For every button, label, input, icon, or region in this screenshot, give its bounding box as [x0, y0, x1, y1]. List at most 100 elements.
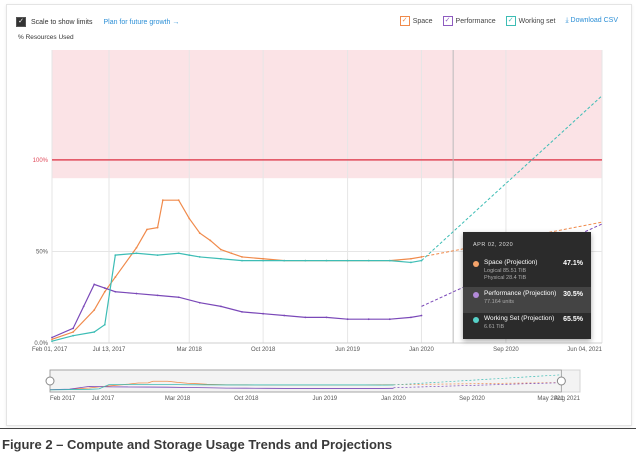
data-point [188, 254, 191, 256]
download-csv-link[interactable]: ⤓ Download CSV [565, 17, 618, 25]
data-point [262, 312, 265, 315]
navigator-projection-working-set [393, 374, 562, 386]
projection-line-working-set [421, 95, 603, 261]
working-set-dot-icon [473, 317, 479, 323]
data-point [146, 228, 148, 231]
legend-label-performance: Performance [455, 17, 496, 25]
working-set-checkbox[interactable]: ✓ [505, 16, 516, 26]
navigator-tick-label: Aug 2021 [554, 396, 580, 402]
space-checkbox[interactable]: ✓ [399, 16, 410, 26]
data-point [198, 256, 201, 258]
data-point [420, 256, 423, 258]
data-point [304, 259, 307, 262]
data-point [93, 309, 96, 311]
navigator-tick-label: Jul 2017 [92, 396, 115, 402]
data-point [241, 310, 243, 313]
legend-label-working-set: Working set [518, 17, 556, 25]
data-point [220, 257, 222, 260]
y-axis-label: % Resources Used [18, 34, 74, 41]
navigator-tick-label: Jun 2019 [312, 396, 337, 402]
data-point [262, 259, 265, 262]
data-point [135, 246, 138, 249]
data-point [51, 340, 53, 343]
chart-legend: ✓ Space ✓ Performance ✓ Working set ⤓ Do… [399, 16, 618, 26]
data-point [103, 290, 106, 293]
data-point [304, 316, 307, 319]
performance-checkbox[interactable]: ✓ [442, 16, 453, 26]
data-point [177, 199, 180, 202]
data-point [241, 256, 243, 258]
tooltip-working-set-name: Working Set (Projection) [484, 315, 555, 322]
data-point [325, 259, 328, 262]
projection-tooltip: APR 02, 2020 Space (Projection) Logical … [463, 232, 591, 339]
navigator-tick-label: Jan 2020 [381, 396, 406, 402]
data-point [283, 314, 286, 317]
x-tick-label: Oct 2018 [251, 347, 276, 353]
usage-chart: 0.0% 50% 100% Feb 01, 2017 Jul 13, 2017 Mar 2… [32, 50, 603, 402]
navigator-handle-right [556, 376, 566, 386]
data-point [156, 254, 159, 256]
tooltip-working-set-size: 6.61 TiB [484, 324, 505, 330]
data-point [367, 259, 370, 262]
legend-item-space[interactable]: ✓ Space [399, 16, 433, 26]
series-line-space [51, 199, 422, 340]
navigator-tick-label: Sep 2020 [459, 396, 485, 402]
navigator-line-working-set [49, 384, 394, 391]
y-tick-label: 0.0% [34, 341, 48, 347]
data-point [220, 248, 222, 251]
data-point [420, 259, 423, 262]
tooltip-space-pct: 47.1% [563, 260, 583, 267]
tooltip-performance-name: Performance (Projection) [484, 290, 557, 297]
download-label: Download CSV [570, 17, 618, 24]
data-point [346, 259, 349, 262]
data-point [177, 296, 180, 299]
data-point [161, 199, 164, 202]
data-point [103, 323, 106, 326]
data-point [209, 239, 212, 242]
data-point [410, 261, 412, 264]
navigator-handle-left [45, 376, 55, 386]
data-point [198, 232, 201, 235]
scale-label: Scale to show limits [31, 18, 93, 26]
tooltip-space-logical: Logical 85.51 TiB [484, 268, 527, 274]
tooltip-performance-pct: 30.5% [563, 291, 583, 298]
data-point [103, 287, 106, 289]
tooltip-row-working-set: Working Set (Projection) 6.61 TiB 65.5% [463, 312, 591, 338]
navigator-tick-label: May 2021 [537, 396, 564, 402]
data-point [420, 314, 423, 317]
navigator-tick-label: Feb 2017 [50, 396, 76, 402]
data-point [346, 318, 349, 321]
data-point [262, 257, 265, 260]
data-point [283, 259, 286, 262]
data-point [156, 294, 159, 297]
data-point [241, 259, 243, 262]
legend-label-space: Space [412, 17, 433, 25]
legend-item-working-set[interactable]: ✓ Working set [505, 16, 556, 26]
data-point [367, 318, 370, 321]
tooltip-performance-units: 77.164 units [484, 299, 514, 305]
space-dot-icon [473, 261, 479, 267]
data-point [135, 292, 138, 295]
navigator-line-performance [49, 385, 394, 391]
download-icon: ⤓ [565, 17, 569, 24]
tooltip-row-space: Space (Projection) Logical 85.51 TiB Phy… [463, 256, 591, 282]
data-point [135, 252, 138, 255]
data-point [410, 257, 412, 260]
x-tick-label: Sep 2020 [493, 347, 519, 353]
data-point [177, 252, 180, 255]
legend-item-performance[interactable]: ✓ Performance [442, 16, 496, 26]
data-point [72, 331, 75, 333]
x-tick-label: Jul 13, 2017 [93, 347, 126, 353]
data-point [410, 316, 412, 319]
y-tick-label: 100% [33, 158, 49, 164]
navigator-tick-label: Mar 2018 [165, 396, 191, 402]
data-point [220, 305, 222, 308]
chart-controls: ✓ Scale to show limits Plan for future g… [16, 17, 179, 27]
scale-checkbox[interactable]: ✓ [16, 17, 26, 27]
data-point [388, 259, 391, 262]
x-tick-label: Jun 2019 [335, 347, 360, 353]
data-point [93, 331, 96, 333]
caption-divider [0, 428, 636, 429]
plan-growth-link[interactable]: Plan for future growth → [103, 18, 180, 26]
data-point [230, 252, 233, 255]
